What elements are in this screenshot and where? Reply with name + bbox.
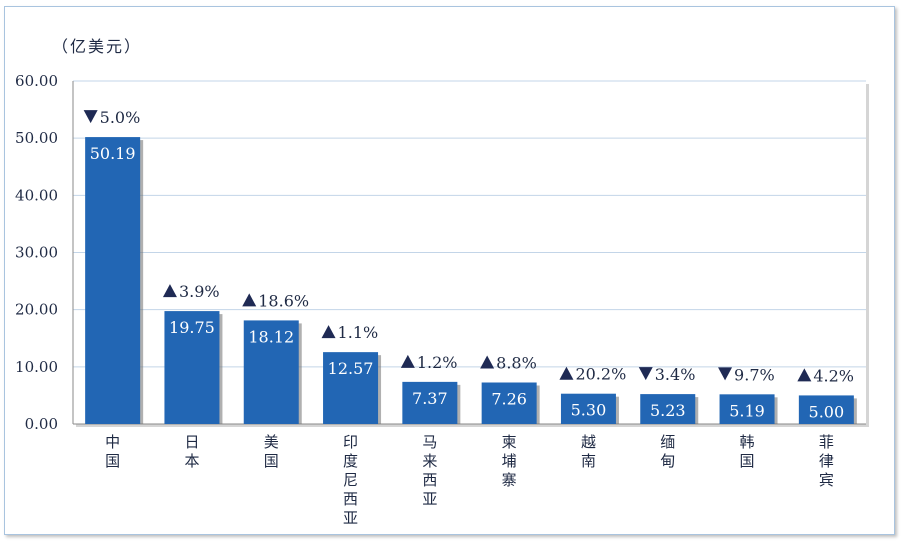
x-category-label: 日本 [184,433,199,470]
down-triangle-icon [718,367,733,381]
change-label: 1.1% [338,323,379,342]
x-category-label: 印度尼西亚 [343,433,358,527]
up-triangle-icon [321,325,336,339]
bar-value-label: 12.57 [328,359,374,378]
x-category-label: 美国 [264,433,279,470]
down-triangle-icon [83,110,98,124]
bar [85,137,141,424]
x-category-label: 菲律宾 [819,433,834,489]
bar [560,393,616,424]
y-tick-label: 40.00 [15,186,58,204]
up-triangle-icon [559,366,574,380]
bar-value-label: 5.30 [571,401,607,420]
bar-value-label: 5.23 [650,401,686,420]
unit-label: （亿美元） [52,37,142,56]
bar-value-label: 18.12 [248,327,294,346]
change-label: 1.2% [417,353,458,372]
up-triangle-icon [400,354,415,368]
change-label: 20.2% [575,365,626,384]
change-label: 18.6% [258,291,309,310]
up-triangle-icon [242,293,257,307]
bar-value-label: 50.19 [90,144,136,163]
bar [402,381,458,424]
bar [719,394,775,424]
bar [481,382,537,424]
x-category-label: 缅甸 [660,433,675,470]
y-tick-label: 50.00 [15,129,58,147]
bar-value-label: 7.37 [412,389,448,408]
y-tick-label: 60.00 [15,72,58,90]
bar-value-label: 19.75 [169,318,215,337]
bar [323,352,379,424]
up-triangle-icon [480,355,495,369]
bar [164,311,220,424]
up-triangle-icon [162,284,177,298]
x-category-label: 马来西亚 [422,433,437,508]
bar-value-label: 5.19 [729,401,765,420]
change-label: 8.8% [496,353,537,372]
bar-value-label: 5.00 [809,402,845,421]
change-label: 5.0% [100,108,141,127]
y-tick-label: 10.00 [15,358,58,376]
down-triangle-icon [638,367,653,381]
bar [640,394,696,424]
change-label: 3.9% [179,282,220,301]
change-label: 4.2% [813,366,854,385]
x-category-label: 韩国 [740,433,755,470]
y-tick-label: 30.00 [15,244,58,262]
bar [798,395,854,424]
y-tick-label: 20.00 [15,301,58,319]
bar [243,320,299,424]
change-label: 9.7% [734,365,775,384]
change-label: 3.4% [655,365,696,384]
x-category-label: 中国 [105,433,120,470]
bar-value-label: 7.26 [491,389,527,408]
x-category-label: 越南 [581,433,596,470]
up-triangle-icon [797,368,812,382]
x-category-label: 柬埔寨 [502,433,517,489]
y-tick-label: 0.00 [25,415,58,433]
